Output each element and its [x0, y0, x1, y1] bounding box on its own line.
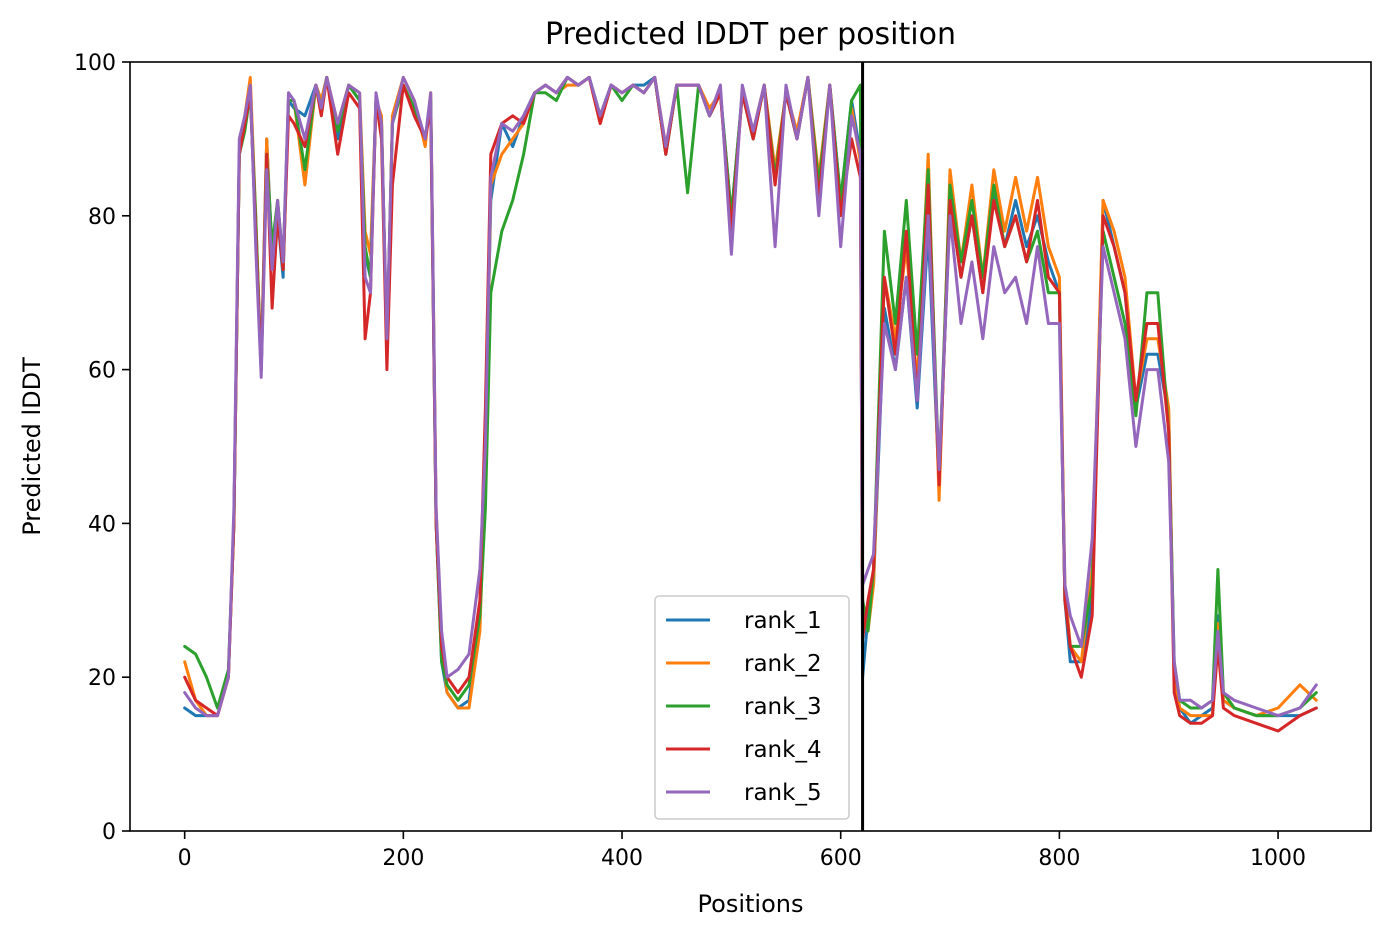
x-tick-label: 400 — [601, 846, 643, 871]
legend-label-rank_1: rank_1 — [744, 608, 822, 634]
y-tick-label: 100 — [74, 51, 116, 76]
legend-label-rank_5: rank_5 — [744, 780, 822, 806]
x-tick-label: 600 — [820, 846, 862, 871]
y-tick-label: 60 — [88, 359, 116, 384]
chart-title: Predicted lDDT per position — [545, 17, 956, 52]
y-tick-label: 0 — [102, 820, 116, 845]
x-tick-label: 0 — [178, 846, 192, 871]
y-tick-label: 40 — [88, 512, 116, 537]
x-axis-label: Positions — [698, 890, 804, 918]
y-axis-label: Predicted lDDT — [18, 357, 46, 536]
legend-label-rank_3: rank_3 — [744, 694, 822, 720]
x-tick-label: 200 — [382, 846, 424, 871]
legend-box — [654, 595, 850, 820]
series-line-rank_5 — [183, 75, 1318, 718]
legend-label-rank_4: rank_4 — [744, 737, 822, 763]
x-axis-ticks: 0 200 400 600 800 1000 — [178, 831, 1306, 871]
x-tick-label: 800 — [1038, 846, 1080, 871]
y-tick-label: 20 — [88, 666, 116, 691]
plot-lines — [183, 75, 1318, 733]
y-axis-ticks: 0 20 40 60 80 100 — [74, 51, 130, 845]
legend-label-rank_2: rank_2 — [744, 651, 822, 677]
legend: rank_1 rank_2 rank_3 rank_4 rank_5 — [654, 595, 850, 820]
y-tick-label: 80 — [88, 205, 116, 230]
x-tick-label: 1000 — [1250, 846, 1306, 871]
plot-frame — [129, 61, 1372, 832]
